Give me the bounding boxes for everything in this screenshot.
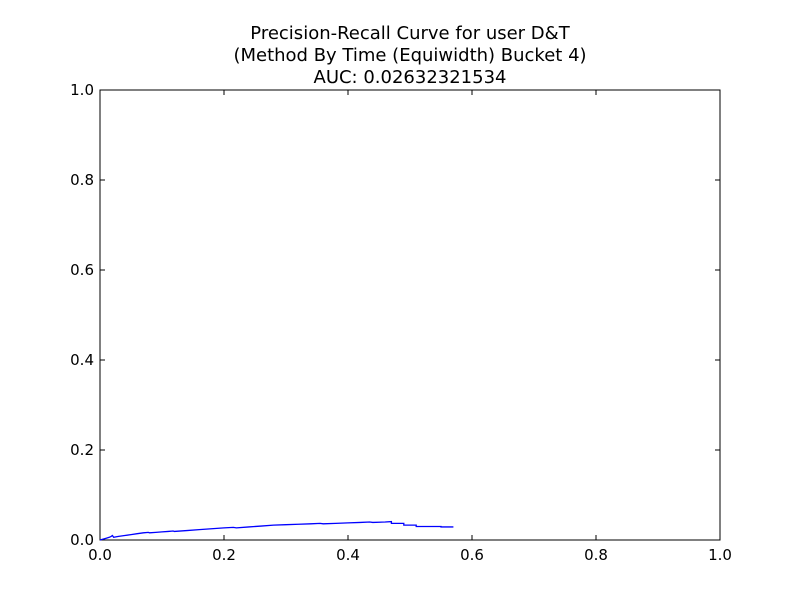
chart-title-line-1: Precision-Recall Curve for user D&T <box>250 23 570 44</box>
chart-title-line-3: AUC: 0.02632321534 <box>314 67 507 88</box>
y-tick-label: 1.0 <box>70 81 94 99</box>
series-line-precision-recall <box>99 520 454 541</box>
y-tick-label: 0.2 <box>70 441 94 459</box>
x-tick-label: 0.2 <box>212 546 236 564</box>
axis-ticks <box>99 89 721 541</box>
x-tick-label: 0.4 <box>336 546 360 564</box>
y-tick-label: 0.6 <box>70 261 94 279</box>
x-tick-label: 0.8 <box>584 546 608 564</box>
y-tick-label: 0.4 <box>70 351 94 369</box>
x-tick-label: 0.0 <box>88 546 112 564</box>
chart-title-line-2: (Method By Time (Equiwidth) Bucket 4) <box>233 45 586 66</box>
y-tick-label: 0.0 <box>70 531 94 549</box>
y-tick-labels: 0.0 0.2 0.4 0.6 0.8 1.0 <box>70 81 94 549</box>
y-tick-label: 0.8 <box>70 171 94 189</box>
x-tick-label: 1.0 <box>708 546 732 564</box>
plot-area <box>99 89 721 541</box>
series-group <box>99 520 454 541</box>
x-tick-labels: 0.0 0.2 0.4 0.6 0.8 1.0 <box>88 546 732 564</box>
x-tick-label: 0.6 <box>460 546 484 564</box>
